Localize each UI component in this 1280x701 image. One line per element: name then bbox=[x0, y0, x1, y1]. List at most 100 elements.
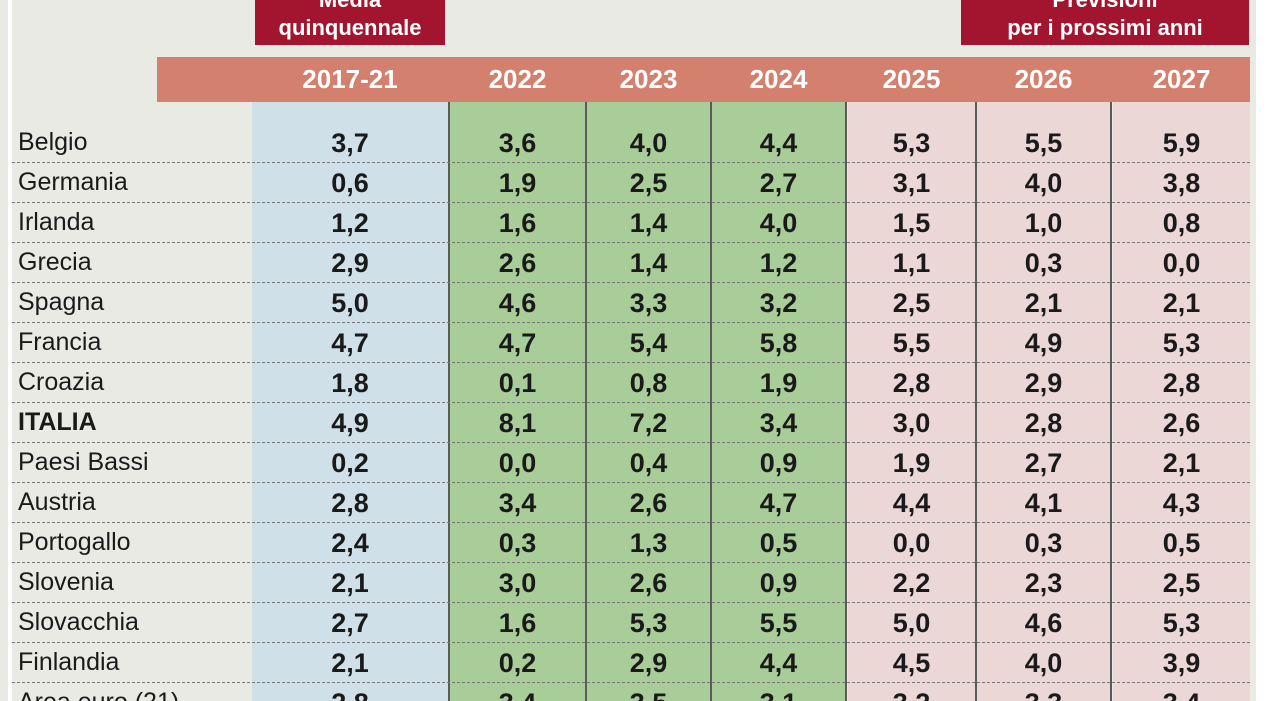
country: Slovenia bbox=[18, 568, 114, 596]
value-cell: 1,6 bbox=[498, 608, 537, 638]
value-cell: 4,6 bbox=[1024, 608, 1063, 638]
value-cell: 1,4 bbox=[629, 208, 668, 238]
value-cell: 1,2 bbox=[759, 248, 798, 278]
value-cell: 0,5 bbox=[1162, 528, 1201, 558]
row-divider bbox=[12, 242, 1250, 243]
value-cell: 0,8 bbox=[1162, 208, 1201, 238]
row-divider bbox=[12, 322, 1250, 323]
value-cell: 1,9 bbox=[759, 368, 798, 398]
value-cell: 5,5 bbox=[1024, 128, 1063, 158]
value-cell: 5,9 bbox=[1162, 128, 1201, 158]
value-cell: 1,2 bbox=[331, 208, 369, 238]
edge bbox=[1256, 0, 1280, 701]
value-cell: 7,2 bbox=[629, 408, 668, 438]
value-cell: 2,1 bbox=[331, 648, 369, 678]
value-cell: 0,9 bbox=[759, 448, 798, 478]
value-cell: 3,4 bbox=[498, 488, 537, 518]
value-cell: 3,1 bbox=[892, 168, 931, 198]
value-cell: 4,7 bbox=[759, 488, 798, 518]
value-cell: 2,1 bbox=[331, 568, 369, 598]
column-divider bbox=[710, 57, 712, 701]
value-cell: 5,0 bbox=[892, 608, 931, 638]
column-bg bbox=[977, 102, 1110, 701]
value-cell: 4,0 bbox=[759, 208, 798, 238]
column-header: 2027 bbox=[1152, 64, 1211, 94]
value-cell: 3,7 bbox=[331, 128, 369, 158]
row-divider bbox=[12, 442, 1250, 443]
value-cell: 4,7 bbox=[498, 328, 537, 358]
value-cell: 3,3 bbox=[977, 683, 1110, 701]
column-header: 2022 bbox=[488, 64, 547, 94]
value-cell: 1,8 bbox=[331, 368, 369, 398]
value-cell: 3,0 bbox=[498, 568, 537, 598]
value-cell: 0,3 bbox=[1024, 528, 1063, 558]
country: ITALIA bbox=[18, 408, 97, 436]
value-cell: 2,1 bbox=[1162, 288, 1201, 318]
value-cell: 5,3 bbox=[892, 128, 931, 158]
value-cell: 2,5 bbox=[629, 168, 668, 198]
header-label: Media bbox=[255, 0, 445, 14]
column-bg bbox=[450, 102, 585, 701]
value-cell: 5,5 bbox=[892, 328, 931, 358]
value-cell: 2,9 bbox=[629, 648, 668, 678]
country: Irlanda bbox=[18, 208, 95, 236]
row-divider bbox=[12, 362, 1250, 363]
value-cell: 0,8 bbox=[629, 368, 668, 398]
value-cell: 5,3 bbox=[629, 608, 668, 638]
left-label bbox=[255, 0, 445, 45]
row-divider bbox=[12, 562, 1250, 563]
value-cell: 2,7 bbox=[1024, 448, 1063, 478]
value-cell: 3,9 bbox=[1162, 648, 1201, 678]
value-cell: 0,3 bbox=[1024, 248, 1063, 278]
value-cell: 0,0 bbox=[498, 448, 537, 478]
value-cell: 3,4 bbox=[450, 683, 585, 701]
country: Austria bbox=[18, 488, 96, 516]
value-cell: 4,3 bbox=[1162, 488, 1201, 518]
column-divider bbox=[585, 57, 587, 701]
value-cell: 3,2 bbox=[759, 288, 798, 318]
header-bar bbox=[157, 57, 1250, 102]
column-bg bbox=[587, 102, 710, 701]
value-cell: 0,0 bbox=[892, 528, 931, 558]
value-cell: 2,7 bbox=[759, 168, 798, 198]
value-cell: 1,6 bbox=[498, 208, 537, 238]
country: Spagna bbox=[18, 288, 105, 316]
value-cell: 2,8 bbox=[252, 683, 448, 701]
column-header: 2017-21 bbox=[302, 64, 398, 94]
value-cell: 3,5 bbox=[587, 683, 710, 701]
row-divider bbox=[12, 602, 1250, 603]
row-divider bbox=[12, 482, 1250, 483]
column-divider bbox=[448, 57, 450, 701]
value-cell: 4,7 bbox=[331, 328, 369, 358]
edge bbox=[8, 0, 12, 701]
value-cell: 5,8 bbox=[759, 328, 798, 358]
value-cell: 0,1 bbox=[498, 368, 537, 398]
column-header: 2025 bbox=[882, 64, 941, 94]
header-label: quinquennale bbox=[278, 15, 422, 40]
value-cell: 2,5 bbox=[892, 288, 931, 318]
value-cell: 2,8 bbox=[1024, 408, 1063, 438]
country: Finlandia bbox=[18, 648, 120, 676]
header-label: Previsioni bbox=[961, 0, 1249, 14]
column-bg bbox=[848, 102, 975, 701]
value-cell: 1,5 bbox=[892, 208, 931, 238]
country: Area euro (21) bbox=[18, 682, 248, 701]
value-cell: 0,0 bbox=[1162, 248, 1201, 278]
country: Germania bbox=[18, 168, 128, 196]
value-cell: 5,0 bbox=[331, 288, 369, 318]
value-cell: 1,9 bbox=[892, 448, 931, 478]
value-cell: 1,0 bbox=[1024, 208, 1063, 238]
value-cell: 2,4 bbox=[331, 528, 369, 558]
right-label bbox=[961, 0, 1249, 45]
value-cell: 3,8 bbox=[1162, 168, 1201, 198]
value-cell: 4,4 bbox=[759, 128, 798, 158]
country: Paesi Bassi bbox=[18, 448, 149, 476]
value-cell: 2,6 bbox=[629, 488, 668, 518]
value-cell: 1,4 bbox=[629, 248, 668, 278]
column-header: 2024 bbox=[749, 64, 808, 94]
value-cell: 2,8 bbox=[331, 488, 369, 518]
value-cell: 1,1 bbox=[892, 248, 931, 278]
value-cell: 3,3 bbox=[629, 288, 668, 318]
value-cell: 2,3 bbox=[1024, 568, 1063, 598]
